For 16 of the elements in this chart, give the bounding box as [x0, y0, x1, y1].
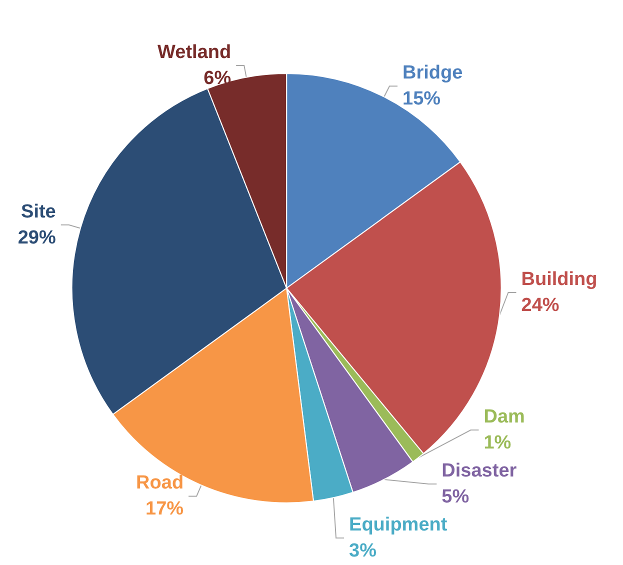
data-label: 17%: [146, 498, 184, 520]
data-label: 6%: [204, 68, 232, 89]
data-label: 15%: [402, 88, 441, 110]
slice-label: Equipment: [349, 514, 448, 536]
data-label: 3%: [349, 540, 377, 562]
slice-label: Bridge: [402, 62, 463, 84]
data-label: 1%: [484, 432, 512, 454]
data-label: 5%: [442, 486, 470, 508]
data-label: 29%: [18, 227, 56, 248]
slice-label: Dam: [484, 406, 525, 428]
slice-label: Building: [521, 268, 598, 290]
slice-label: Disaster: [442, 460, 518, 482]
slice-label: Wetland: [158, 42, 232, 63]
data-label: 24%: [521, 294, 560, 316]
slice-label: Site: [21, 201, 56, 222]
slice-label: Road: [136, 472, 184, 494]
